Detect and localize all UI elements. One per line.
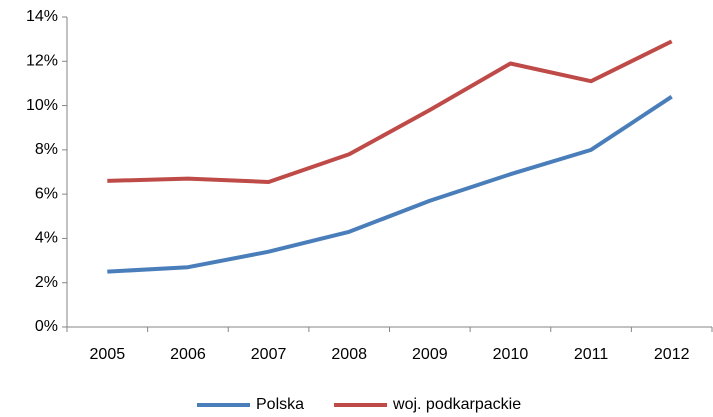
legend-label: Polska [256, 396, 304, 413]
y-tick-label: 4% [35, 230, 58, 247]
y-tick-label: 6% [35, 185, 58, 202]
series-line [107, 39, 673, 184]
y-tick-label: 14% [26, 8, 58, 25]
x-tick-label: 2009 [412, 346, 448, 363]
x-tick-label: 2011 [574, 346, 609, 363]
x-tick-label: 2005 [90, 346, 126, 363]
x-tick-label: 2006 [170, 346, 206, 363]
x-tick-label: 2008 [331, 346, 367, 363]
y-tick-label: 8% [35, 141, 58, 158]
y-tick-label: 2% [35, 274, 58, 291]
series-line [107, 95, 673, 274]
y-tick-label: 0% [35, 318, 58, 335]
legend-label: woj. podkarpackie [392, 396, 521, 413]
y-tick-label: 12% [26, 53, 58, 70]
x-tick-label: 2007 [251, 346, 287, 363]
x-tick-label: 2012 [654, 346, 690, 363]
y-tick-label: 10% [26, 97, 58, 114]
x-tick-label: 2010 [493, 346, 529, 363]
